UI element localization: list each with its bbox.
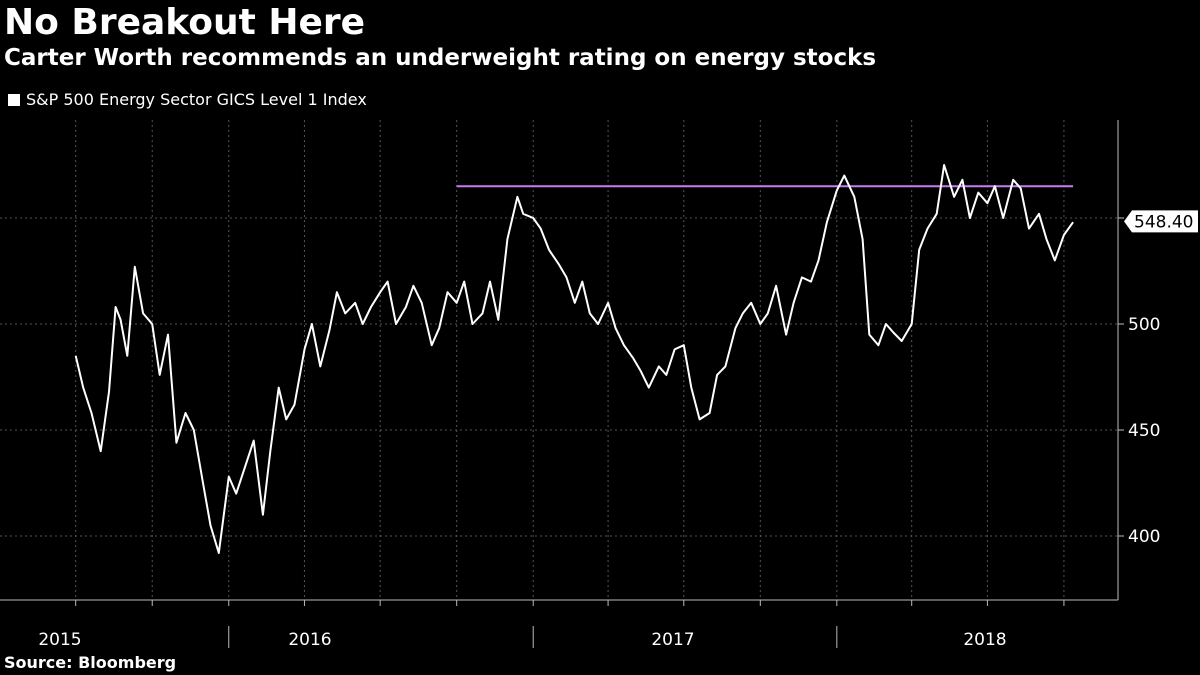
chart-subtitle: Carter Worth recommends an underweight r…	[4, 45, 877, 71]
x-axis-labels: 2015 2016 2017 2018	[38, 630, 1006, 650]
last-value-label: 548.40	[1134, 212, 1193, 232]
x-tick-label: 2016	[288, 630, 331, 650]
last-value-tag: 548.40	[1124, 210, 1198, 233]
legend-label: S&P 500 Energy Sector GICS Level 1 Index	[26, 90, 367, 109]
y-tick-label: 500	[1128, 315, 1160, 335]
axes	[0, 120, 1124, 648]
x-tick-label: 2015	[38, 630, 81, 650]
y-tick-label: 400	[1128, 527, 1160, 547]
x-tick-label: 2017	[651, 630, 694, 650]
chart-title: No Breakout Here	[4, 2, 366, 43]
y-axis-labels: 400 450 500	[1128, 315, 1160, 547]
y-tick-label: 450	[1128, 421, 1160, 441]
last-value-marker	[1124, 210, 1198, 233]
x-tick-label: 2018	[963, 630, 1006, 650]
series-line-energy-index	[74, 164, 1074, 554]
grid-lines	[0, 120, 1118, 600]
chart-legend: S&P 500 Energy Sector GICS Level 1 Index	[8, 90, 367, 109]
series-layer	[74, 164, 1074, 554]
source-note: Source: Bloomberg	[4, 653, 177, 672]
legend-swatch	[8, 93, 20, 106]
